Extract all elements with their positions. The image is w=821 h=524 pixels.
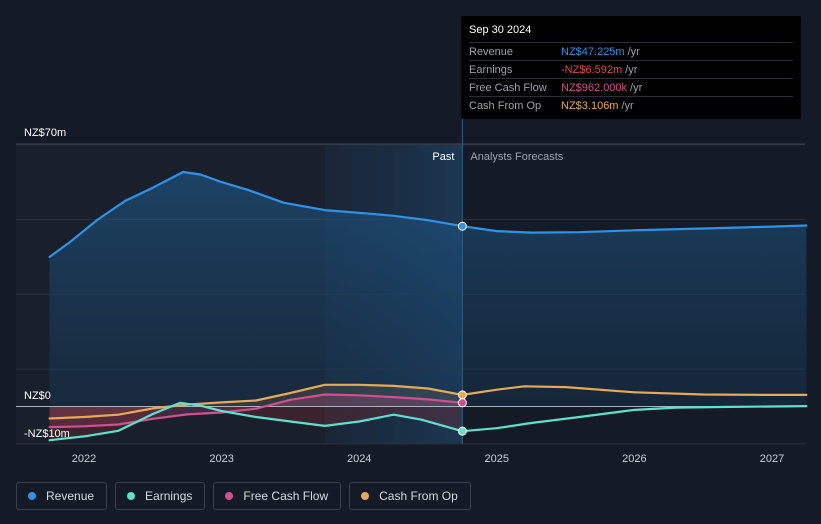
legend-item-cash-from-op[interactable]: Cash From Op <box>349 482 471 510</box>
earnings-line <box>48 401 808 442</box>
tooltip-row-value: NZ$962.000k <box>561 81 628 94</box>
past-label: Past <box>432 151 454 163</box>
financial-chart: Past Analysts Forecasts NZ$70m NZ$0 -NZ$10m 2… <box>16 119 808 465</box>
tooltip-row-label: Earnings <box>469 63 513 76</box>
legend-item-earnings[interactable]: Earnings <box>115 482 206 510</box>
legend-label: Earnings <box>145 489 193 503</box>
legend-dot-icon <box>127 492 136 500</box>
chart-legend: Revenue Earnings Free Cash Flow Cash From O… <box>16 482 471 510</box>
legend-item-revenue[interactable]: Revenue <box>16 482 108 510</box>
tooltip-row-value: -NZ$6.592m <box>561 63 623 76</box>
x-tick-label-2022: 2022 <box>72 453 96 465</box>
tooltip-row-label: Cash From Op <box>469 99 542 112</box>
cash-from-op-line <box>48 383 808 420</box>
earnings-point <box>457 426 467 436</box>
cash-from-op-area <box>49 384 463 419</box>
tooltip-row-label: Revenue <box>469 45 514 58</box>
legend-label: Free Cash Flow <box>243 489 329 503</box>
tooltip-row: Revenue NZ$47.225m/yr <box>469 42 793 60</box>
y-axis-label-1: NZ$0 <box>24 390 51 402</box>
tooltip-row-unit: /yr <box>627 45 640 58</box>
legend-label: Cash From Op <box>379 489 458 503</box>
revenue-point <box>457 221 467 231</box>
tooltip-date: Sep 30 2024 <box>469 24 532 36</box>
revenue-area <box>49 172 807 407</box>
forecast-label: Analysts Forecasts <box>470 151 563 163</box>
free-cash-flow-line <box>48 393 464 429</box>
y-axis-label-0: NZ$70m <box>24 127 66 139</box>
x-tick-label-2027: 2027 <box>760 453 784 465</box>
tooltip-row: Earnings -NZ$6.592m/yr <box>469 60 793 78</box>
legend-label: Revenue <box>46 489 95 503</box>
tooltip-row-label: Free Cash Flow <box>469 81 547 94</box>
free-cash-flow-point <box>457 398 467 408</box>
legend-item-free-cash-flow[interactable]: Free Cash Flow <box>213 482 342 510</box>
chart-area: Past Analysts Forecasts NZ$70m NZ$0 -NZ$10m 2… <box>16 119 808 465</box>
x-tick-label-2024: 2024 <box>347 453 371 465</box>
x-tick-label-2023: 2023 <box>209 453 233 465</box>
x-tick-label-2025: 2025 <box>485 453 509 465</box>
legend-dot-icon <box>225 492 234 500</box>
y-axis-label-2: -NZ$10m <box>24 428 70 440</box>
tooltip-row: Cash From Op NZ$3.106m/yr <box>469 96 793 114</box>
legend-dot-icon <box>28 492 36 500</box>
legend-dot-icon <box>361 492 370 500</box>
tooltip-row-unit: /yr <box>630 81 643 94</box>
tooltip-row-unit: /yr <box>625 63 638 76</box>
earnings-area <box>49 402 463 441</box>
x-tick-label-2026: 2026 <box>622 453 646 465</box>
data-tooltip: Sep 30 2024 Revenue NZ$47.225m/yr Earnings… <box>461 16 801 119</box>
tooltip-row-unit: /yr <box>621 99 634 112</box>
cash-from-op-point <box>457 390 467 400</box>
free-cash-flow-area <box>49 394 463 428</box>
tooltip-row-value: NZ$3.106m <box>561 99 619 112</box>
tooltip-row: Free Cash Flow NZ$962.000k/yr <box>469 78 793 96</box>
revenue-line <box>48 170 808 258</box>
tooltip-row-value: NZ$47.225m <box>561 45 625 58</box>
